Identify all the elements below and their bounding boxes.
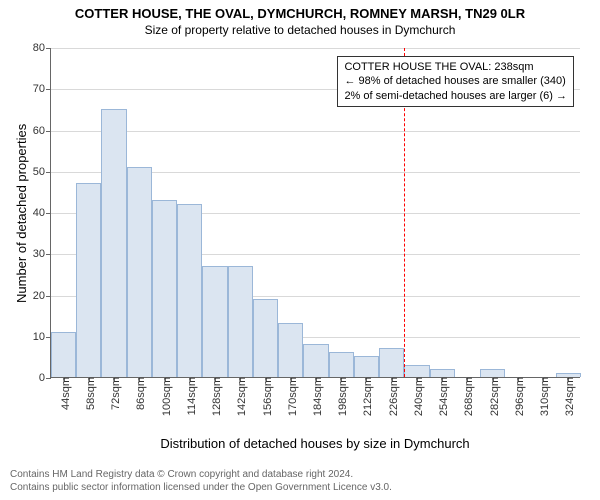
xtick-label: 114sqm — [182, 377, 198, 415]
histogram-bar — [202, 266, 227, 377]
xtick-label: 198sqm — [333, 377, 349, 416]
plot-area: 0102030405060708044sqm58sqm72sqm86sqm100… — [50, 48, 580, 378]
xtick-label: 142sqm — [232, 377, 248, 416]
xtick-label: 170sqm — [283, 377, 299, 416]
annotation-line: COTTER HOUSE THE OVAL: 238sqm — [344, 60, 567, 74]
ytick-label: 30 — [33, 248, 51, 260]
footer-line: Contains public sector information licen… — [10, 481, 590, 494]
x-axis-label: Distribution of detached houses by size … — [50, 436, 580, 451]
ytick-label: 10 — [33, 331, 51, 343]
histogram-bar — [228, 266, 253, 377]
chart-title: COTTER HOUSE, THE OVAL, DYMCHURCH, ROMNE… — [0, 0, 600, 21]
xtick-label: 100sqm — [157, 377, 173, 416]
histogram-bar — [253, 299, 278, 377]
histogram-bar — [379, 348, 404, 377]
xtick-label: 44sqm — [56, 377, 72, 410]
histogram-bar — [480, 369, 505, 377]
chart-subtitle: Size of property relative to detached ho… — [0, 21, 600, 37]
annotation-line: 2% of semi-detached houses are larger (6… — [344, 89, 567, 103]
xtick-label: 212sqm — [358, 377, 374, 416]
xtick-label: 240sqm — [409, 377, 425, 416]
chart-container: COTTER HOUSE, THE OVAL, DYMCHURCH, ROMNE… — [0, 0, 600, 500]
gridline — [51, 131, 580, 132]
y-axis-label: Number of detached properties — [14, 124, 29, 303]
xtick-label: 324sqm — [560, 377, 576, 416]
xtick-label: 58sqm — [81, 377, 97, 410]
xtick-label: 86sqm — [131, 377, 147, 410]
annotation-box: COTTER HOUSE THE OVAL: 238sqm← 98% of de… — [337, 56, 574, 107]
xtick-label: 128sqm — [207, 377, 223, 416]
histogram-bar — [303, 344, 328, 377]
xtick-label: 226sqm — [384, 377, 400, 416]
ytick-label: 20 — [33, 290, 51, 302]
histogram-bar — [177, 204, 202, 377]
xtick-label: 184sqm — [308, 377, 324, 416]
xtick-label: 72sqm — [106, 377, 122, 410]
histogram-bar — [430, 369, 455, 377]
histogram-bar — [404, 365, 429, 377]
histogram-bar — [278, 323, 303, 377]
histogram-bar — [329, 352, 354, 377]
xtick-label: 254sqm — [434, 377, 450, 416]
footer-line: Contains HM Land Registry data © Crown c… — [10, 468, 590, 481]
annotation-line: ← 98% of detached houses are smaller (34… — [344, 74, 567, 88]
ytick-label: 60 — [33, 125, 51, 137]
histogram-bar — [51, 332, 76, 377]
histogram-bar — [354, 356, 379, 377]
xtick-label: 156sqm — [258, 377, 274, 416]
histogram-bar — [127, 167, 152, 377]
gridline — [51, 48, 580, 49]
histogram-bar — [76, 183, 101, 377]
ytick-label: 50 — [33, 166, 51, 178]
footer-text: Contains HM Land Registry data © Crown c… — [0, 468, 600, 494]
ytick-label: 80 — [33, 42, 51, 54]
ytick-label: 70 — [33, 83, 51, 95]
xtick-label: 296sqm — [510, 377, 526, 416]
histogram-bar — [152, 200, 177, 377]
xtick-label: 310sqm — [535, 377, 551, 416]
ytick-label: 0 — [39, 372, 51, 384]
ytick-label: 40 — [33, 207, 51, 219]
histogram-bar — [101, 109, 126, 377]
xtick-label: 282sqm — [485, 377, 501, 416]
xtick-label: 268sqm — [459, 377, 475, 416]
